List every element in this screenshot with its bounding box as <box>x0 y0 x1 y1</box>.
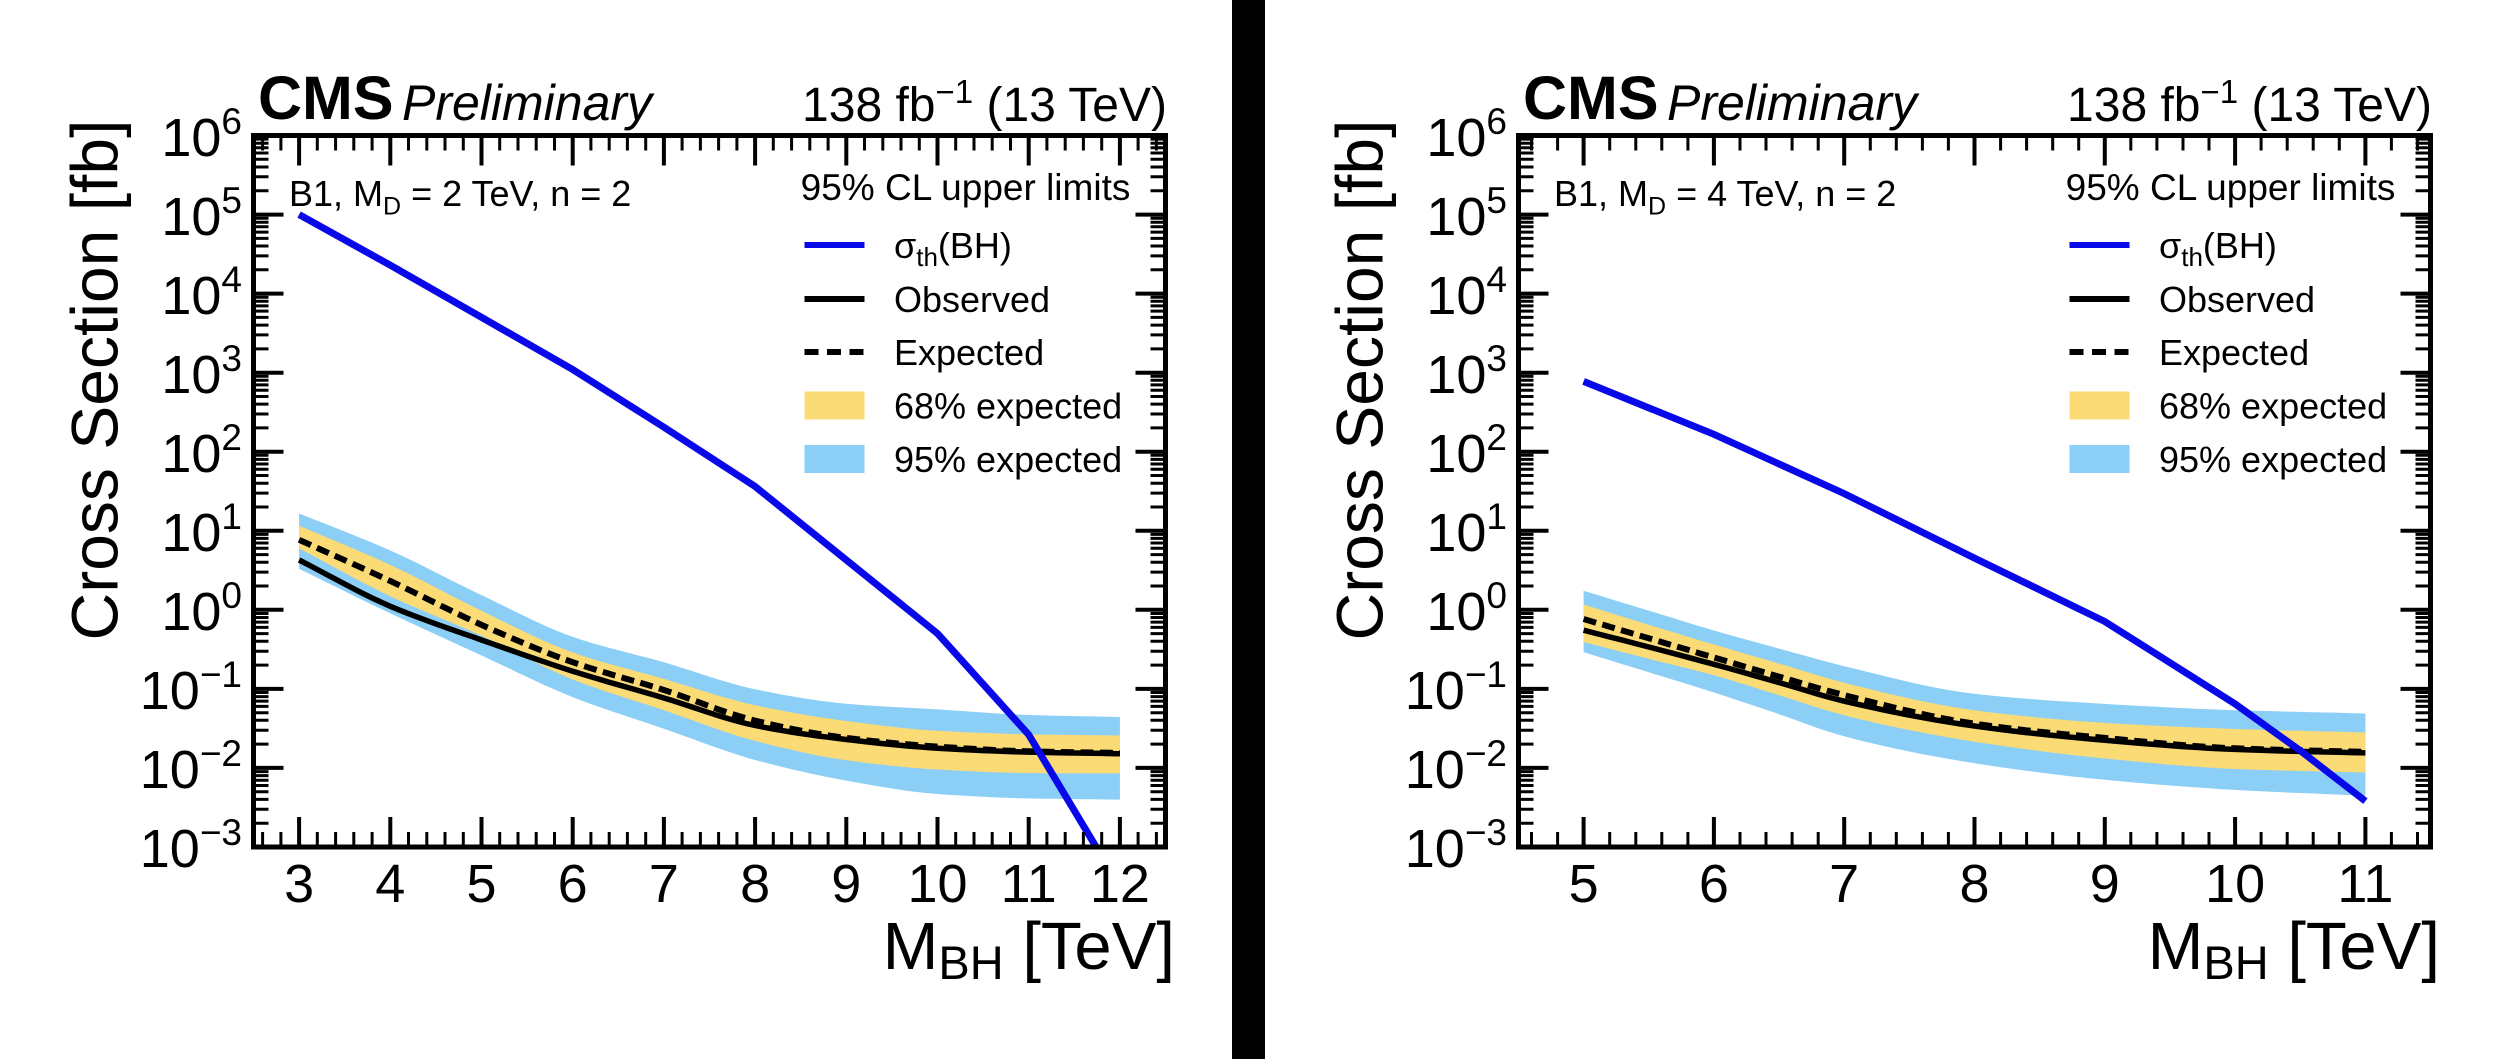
svg-text:Cross Section [fb]: Cross Section [fb] <box>1323 120 1397 641</box>
svg-text:Cross Section [fb]: Cross Section [fb] <box>58 120 132 641</box>
svg-text:7: 7 <box>1829 854 1859 914</box>
svg-text:σth(BH): σth(BH) <box>2159 225 2277 272</box>
svg-text:95% expected: 95% expected <box>2159 439 2387 480</box>
svg-text:6: 6 <box>558 854 588 914</box>
svg-text:95% CL upper limits: 95% CL upper limits <box>2066 167 2396 208</box>
svg-text:95% CL upper limits: 95% CL upper limits <box>801 167 1131 208</box>
svg-text:95% expected: 95% expected <box>894 439 1122 480</box>
svg-text:8: 8 <box>740 854 770 914</box>
svg-text:106: 106 <box>161 101 242 168</box>
svg-text:9: 9 <box>2090 854 2120 914</box>
svg-text:Preliminary: Preliminary <box>402 75 655 131</box>
svg-text:Observed: Observed <box>894 279 1050 320</box>
svg-text:4: 4 <box>375 854 405 914</box>
svg-text:3: 3 <box>284 854 314 914</box>
svg-text:5: 5 <box>466 854 496 914</box>
svg-text:CMS: CMS <box>1523 64 1659 132</box>
svg-text:Expected: Expected <box>2159 332 2309 373</box>
svg-text:10−3: 10−3 <box>1405 812 1507 879</box>
svg-text:6: 6 <box>1699 854 1729 914</box>
svg-text:105: 105 <box>161 180 242 247</box>
svg-text:11: 11 <box>1001 854 1057 914</box>
svg-text:10−1: 10−1 <box>1405 654 1507 721</box>
svg-text:σth(BH): σth(BH) <box>894 225 1012 272</box>
svg-text:Expected: Expected <box>894 332 1044 373</box>
svg-text:10−3: 10−3 <box>140 812 242 879</box>
svg-text:10−1: 10−1 <box>140 654 242 721</box>
svg-text:68% expected: 68% expected <box>894 386 1122 427</box>
svg-text:11: 11 <box>2337 854 2393 914</box>
svg-text:MBH [TeV]: MBH [TeV] <box>883 909 1175 989</box>
svg-text:101: 101 <box>161 496 242 563</box>
svg-text:MBH [TeV]: MBH [TeV] <box>2148 909 2440 989</box>
svg-text:Observed: Observed <box>2159 279 2315 320</box>
svg-text:7: 7 <box>649 854 679 914</box>
svg-text:CMS: CMS <box>258 64 394 132</box>
svg-text:102: 102 <box>1426 417 1507 484</box>
svg-text:138 fb−1 (13 TeV): 138 fb−1 (13 TeV) <box>802 73 1167 132</box>
svg-text:Preliminary: Preliminary <box>1667 75 1920 131</box>
svg-text:68% expected: 68% expected <box>2159 386 2387 427</box>
svg-text:8: 8 <box>1959 854 1989 914</box>
svg-text:B1, MD = 2 TeV, n = 2: B1, MD = 2 TeV, n = 2 <box>289 173 631 221</box>
svg-text:5: 5 <box>1569 854 1599 914</box>
svg-text:10: 10 <box>907 854 967 914</box>
svg-text:10: 10 <box>2205 854 2265 914</box>
svg-text:9: 9 <box>831 854 861 914</box>
svg-text:138 fb−1 (13 TeV): 138 fb−1 (13 TeV) <box>2067 73 2432 132</box>
svg-text:B1, MD = 4 TeV, n = 2: B1, MD = 4 TeV, n = 2 <box>1554 173 1896 221</box>
svg-text:12: 12 <box>1090 854 1150 914</box>
